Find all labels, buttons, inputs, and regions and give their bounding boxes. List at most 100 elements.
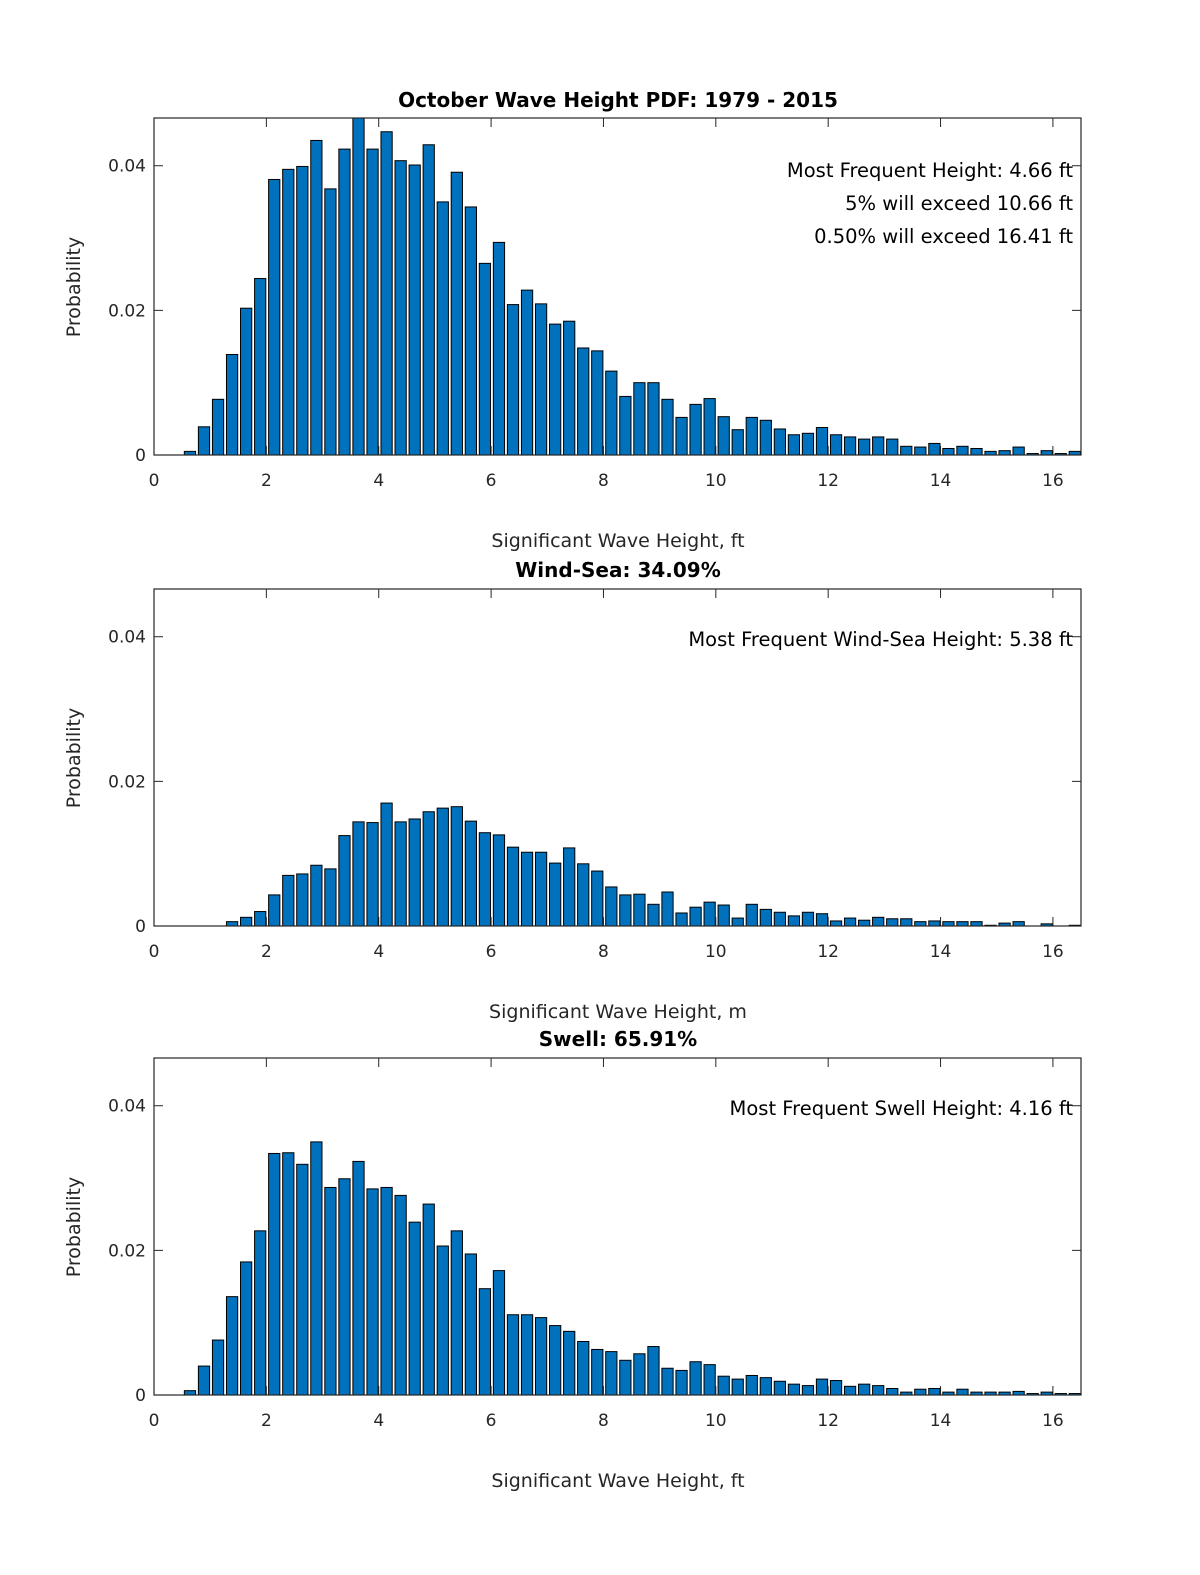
x-tick-label: 6	[486, 471, 497, 491]
bar	[675, 912, 688, 926]
bar	[619, 1359, 632, 1395]
bar	[928, 920, 941, 926]
bar	[970, 921, 983, 926]
x-tick-labels: 0 2 4 6 8 10 12 14 16	[149, 942, 1064, 962]
bar	[689, 403, 702, 455]
x-tick-label: 16	[1042, 1411, 1064, 1431]
bar-series	[183, 118, 1081, 455]
bar	[380, 802, 393, 926]
bar	[647, 903, 660, 926]
x-tick-label: 4	[373, 942, 384, 962]
bar	[436, 1245, 449, 1395]
x-tick-label: 4	[373, 471, 384, 491]
bar	[197, 426, 211, 455]
bar	[942, 447, 955, 455]
y-tick-labels: 0 0.02 0.04	[108, 157, 146, 466]
bar	[900, 918, 913, 926]
bar	[1012, 1390, 1025, 1395]
x-tick-label: 10	[705, 942, 727, 962]
bar	[829, 920, 843, 926]
x-axis-label: Significant Wave Height, ft	[491, 530, 744, 552]
x-tick-label: 6	[486, 1411, 497, 1431]
bar	[703, 398, 716, 455]
y-tick-label: 0.02	[108, 1241, 146, 1261]
bar	[492, 1270, 506, 1395]
x-axis-label: Significant Wave Height, ft	[491, 1470, 744, 1492]
bar	[759, 1377, 772, 1395]
bar	[506, 304, 520, 455]
bar	[394, 1194, 407, 1395]
bar	[647, 382, 660, 455]
bar	[366, 148, 379, 455]
bar	[366, 822, 379, 926]
bar	[787, 434, 801, 455]
y-tick-labels: 0 0.02 0.04	[108, 1097, 146, 1406]
bar	[549, 323, 562, 455]
bar	[998, 450, 1011, 455]
bar	[745, 416, 758, 455]
bar	[211, 398, 225, 455]
bar	[240, 1261, 253, 1395]
bar	[549, 862, 562, 926]
bar	[450, 171, 463, 455]
bar	[956, 1388, 969, 1395]
bar	[520, 1314, 534, 1395]
bar	[366, 1188, 379, 1395]
bar	[352, 821, 365, 926]
bar	[829, 434, 843, 455]
axes-box	[153, 1057, 1082, 1396]
bar	[815, 1378, 829, 1395]
bar	[619, 894, 632, 926]
tick-marks	[153, 1058, 1081, 1396]
bar	[815, 913, 829, 926]
bar-series	[183, 1141, 1081, 1395]
tick-marks	[153, 589, 1081, 927]
bar	[577, 863, 590, 926]
bar	[492, 834, 506, 926]
bar	[520, 851, 534, 926]
bar	[422, 811, 435, 926]
x-tick-label: 0	[149, 1411, 160, 1431]
bar	[534, 303, 548, 455]
bar	[506, 1314, 520, 1395]
y-tick-label: 0.02	[108, 301, 146, 321]
x-axis-label: Significant Wave Height, m	[489, 1001, 747, 1023]
y-axis-label: Probability	[63, 237, 85, 337]
bar	[773, 1380, 786, 1395]
bar	[225, 353, 239, 455]
chart-title: October Wave Height PDF: 1979 - 2015	[398, 88, 838, 112]
bar	[605, 1351, 618, 1395]
bar	[591, 350, 604, 455]
panel-total: October Wave Height PDF: 1979 - 2015 0 2 4…	[63, 88, 1082, 552]
bar	[563, 320, 576, 455]
bar	[591, 1348, 604, 1395]
y-tick-label: 0	[135, 1386, 146, 1406]
bar	[436, 201, 449, 455]
bar	[984, 450, 997, 455]
bar	[183, 1390, 197, 1395]
axes-box	[153, 117, 1082, 456]
bar	[324, 188, 337, 455]
bar	[240, 916, 253, 926]
bar	[296, 1163, 309, 1395]
axes-box	[153, 588, 1082, 927]
y-tick-label: 0.04	[108, 157, 146, 177]
x-tick-label: 6	[486, 942, 497, 962]
bar	[478, 262, 492, 455]
y-tick-label: 0.04	[108, 628, 146, 648]
bar	[577, 1340, 590, 1395]
bar	[661, 891, 674, 926]
tick-marks	[153, 118, 1081, 456]
bar	[520, 289, 534, 455]
x-tick-labels: 0 2 4 6 8 10 12 14 16	[149, 471, 1064, 491]
bar	[225, 921, 239, 926]
bar	[296, 873, 309, 926]
x-tick-labels: 0 2 4 6 8 10 12 14 16	[149, 1411, 1064, 1431]
bar	[338, 1178, 351, 1395]
bar	[928, 1387, 941, 1395]
bar	[254, 1230, 267, 1395]
bar	[394, 821, 407, 926]
x-tick-label: 0	[149, 471, 160, 491]
bar	[717, 416, 730, 455]
y-tick-labels: 0 0.02 0.04	[108, 628, 146, 937]
